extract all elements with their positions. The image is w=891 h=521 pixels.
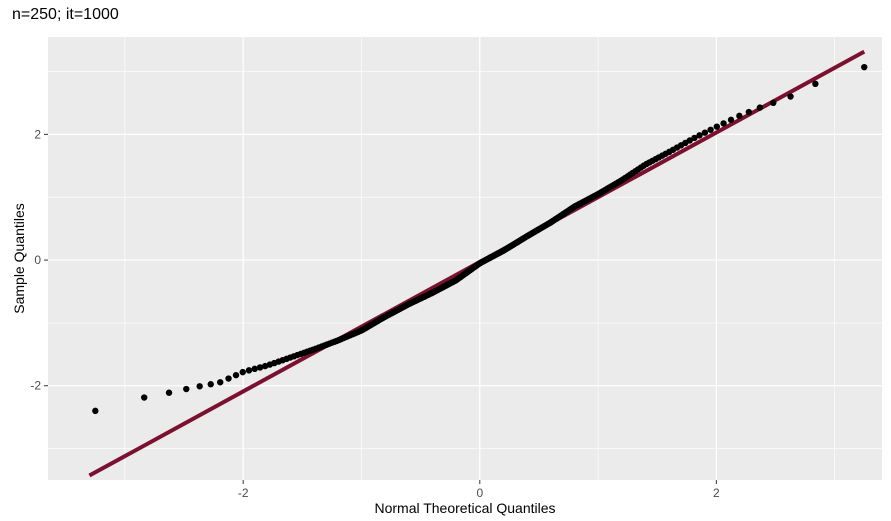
data-point bbox=[207, 381, 214, 388]
axis-tick-labels: -2 0 2 -2 0 2 bbox=[30, 127, 720, 500]
data-point bbox=[217, 379, 224, 386]
data-point bbox=[727, 116, 735, 124]
major-gridlines bbox=[48, 37, 882, 480]
data-point bbox=[707, 126, 714, 133]
data-point bbox=[701, 129, 709, 136]
data-point bbox=[141, 394, 148, 401]
data-point bbox=[770, 99, 777, 107]
data-point bbox=[696, 132, 703, 139]
data-point bbox=[812, 80, 819, 88]
data-point bbox=[720, 120, 727, 127]
data-point bbox=[239, 368, 246, 376]
minor-gridlines bbox=[48, 37, 882, 480]
data-point bbox=[736, 112, 743, 120]
axis-ticks bbox=[44, 133, 717, 484]
y-tick-label: 0 bbox=[34, 253, 41, 267]
y-tick-label: 2 bbox=[34, 127, 41, 141]
x-tick-label: 0 bbox=[476, 486, 483, 500]
plot-panel bbox=[48, 37, 882, 480]
data-point bbox=[756, 104, 764, 111]
x-tick-label: -2 bbox=[238, 486, 249, 500]
data-point bbox=[92, 407, 99, 415]
data-point bbox=[691, 134, 698, 142]
data-point bbox=[232, 371, 240, 379]
data-point bbox=[787, 93, 794, 100]
data-point bbox=[686, 137, 693, 144]
data-point bbox=[183, 385, 190, 393]
data-point bbox=[861, 63, 868, 71]
data-point bbox=[245, 367, 253, 374]
y-axis-title: Sample Quantiles bbox=[11, 203, 27, 314]
data-point bbox=[745, 108, 753, 116]
data-point bbox=[256, 364, 264, 371]
x-axis-title: Normal Theoretical Quantiles bbox=[374, 500, 555, 516]
data-point bbox=[165, 389, 173, 396]
data-point bbox=[196, 383, 203, 390]
data-point bbox=[251, 365, 258, 373]
y-tick-label: -2 bbox=[30, 379, 41, 393]
data-point bbox=[225, 375, 232, 382]
chart-title: n=250; it=1000 bbox=[12, 6, 119, 23]
x-tick-label: 2 bbox=[713, 486, 720, 500]
data-points bbox=[92, 63, 868, 415]
data-point bbox=[713, 123, 721, 130]
